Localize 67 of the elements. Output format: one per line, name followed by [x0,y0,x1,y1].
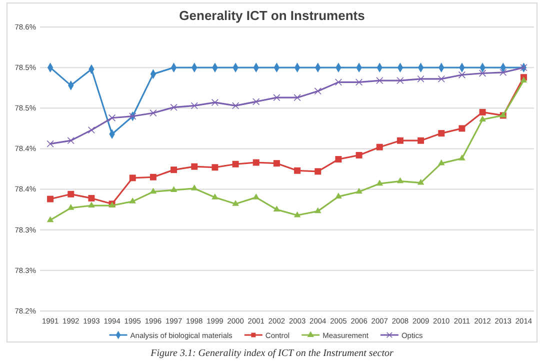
point [108,114,116,122]
point [46,140,54,148]
point [67,204,74,210]
point [335,192,342,199]
point [88,194,95,202]
caption: Figure 3.1: Generality index of ICT on the Instrument sector [150,348,394,359]
point [212,164,218,171]
point [252,193,260,200]
point [356,188,362,194]
point [458,154,466,160]
point [417,75,424,83]
point [355,78,363,86]
point [68,190,74,198]
point [232,160,239,168]
point [211,98,219,106]
point [334,78,342,86]
point [438,159,445,166]
point [252,159,260,166]
point [418,137,424,144]
point [294,211,301,218]
point [458,125,466,132]
point [129,174,136,182]
point [438,130,445,137]
point [396,76,404,84]
point [212,193,218,200]
point [191,163,198,170]
point [47,196,54,202]
point [396,137,404,144]
point [376,144,383,150]
point [500,68,507,76]
point [170,186,178,192]
point [438,75,445,83]
point [170,166,178,174]
point [232,102,240,110]
point [232,200,239,206]
point [88,126,96,134]
point [335,156,342,163]
chart-title: Generality ICT on Instruments [179,8,365,23]
point [273,160,280,167]
point [376,76,384,84]
point [150,109,157,117]
point [458,71,466,78]
point [67,137,74,144]
point [294,94,301,102]
point [520,76,528,83]
point [417,178,424,185]
point [190,184,198,190]
point [252,98,260,106]
point [478,70,486,77]
point [376,180,384,186]
point [46,216,54,222]
point [479,116,486,122]
point [294,167,301,174]
point [479,108,486,116]
point [129,198,136,204]
point [170,104,178,111]
point [273,206,280,212]
point [314,207,322,214]
point [273,94,280,102]
point [190,102,198,110]
point [314,88,322,95]
point [396,177,404,184]
point [356,152,362,158]
point [314,168,322,175]
point [88,202,95,208]
point [150,188,157,194]
point [150,174,156,180]
